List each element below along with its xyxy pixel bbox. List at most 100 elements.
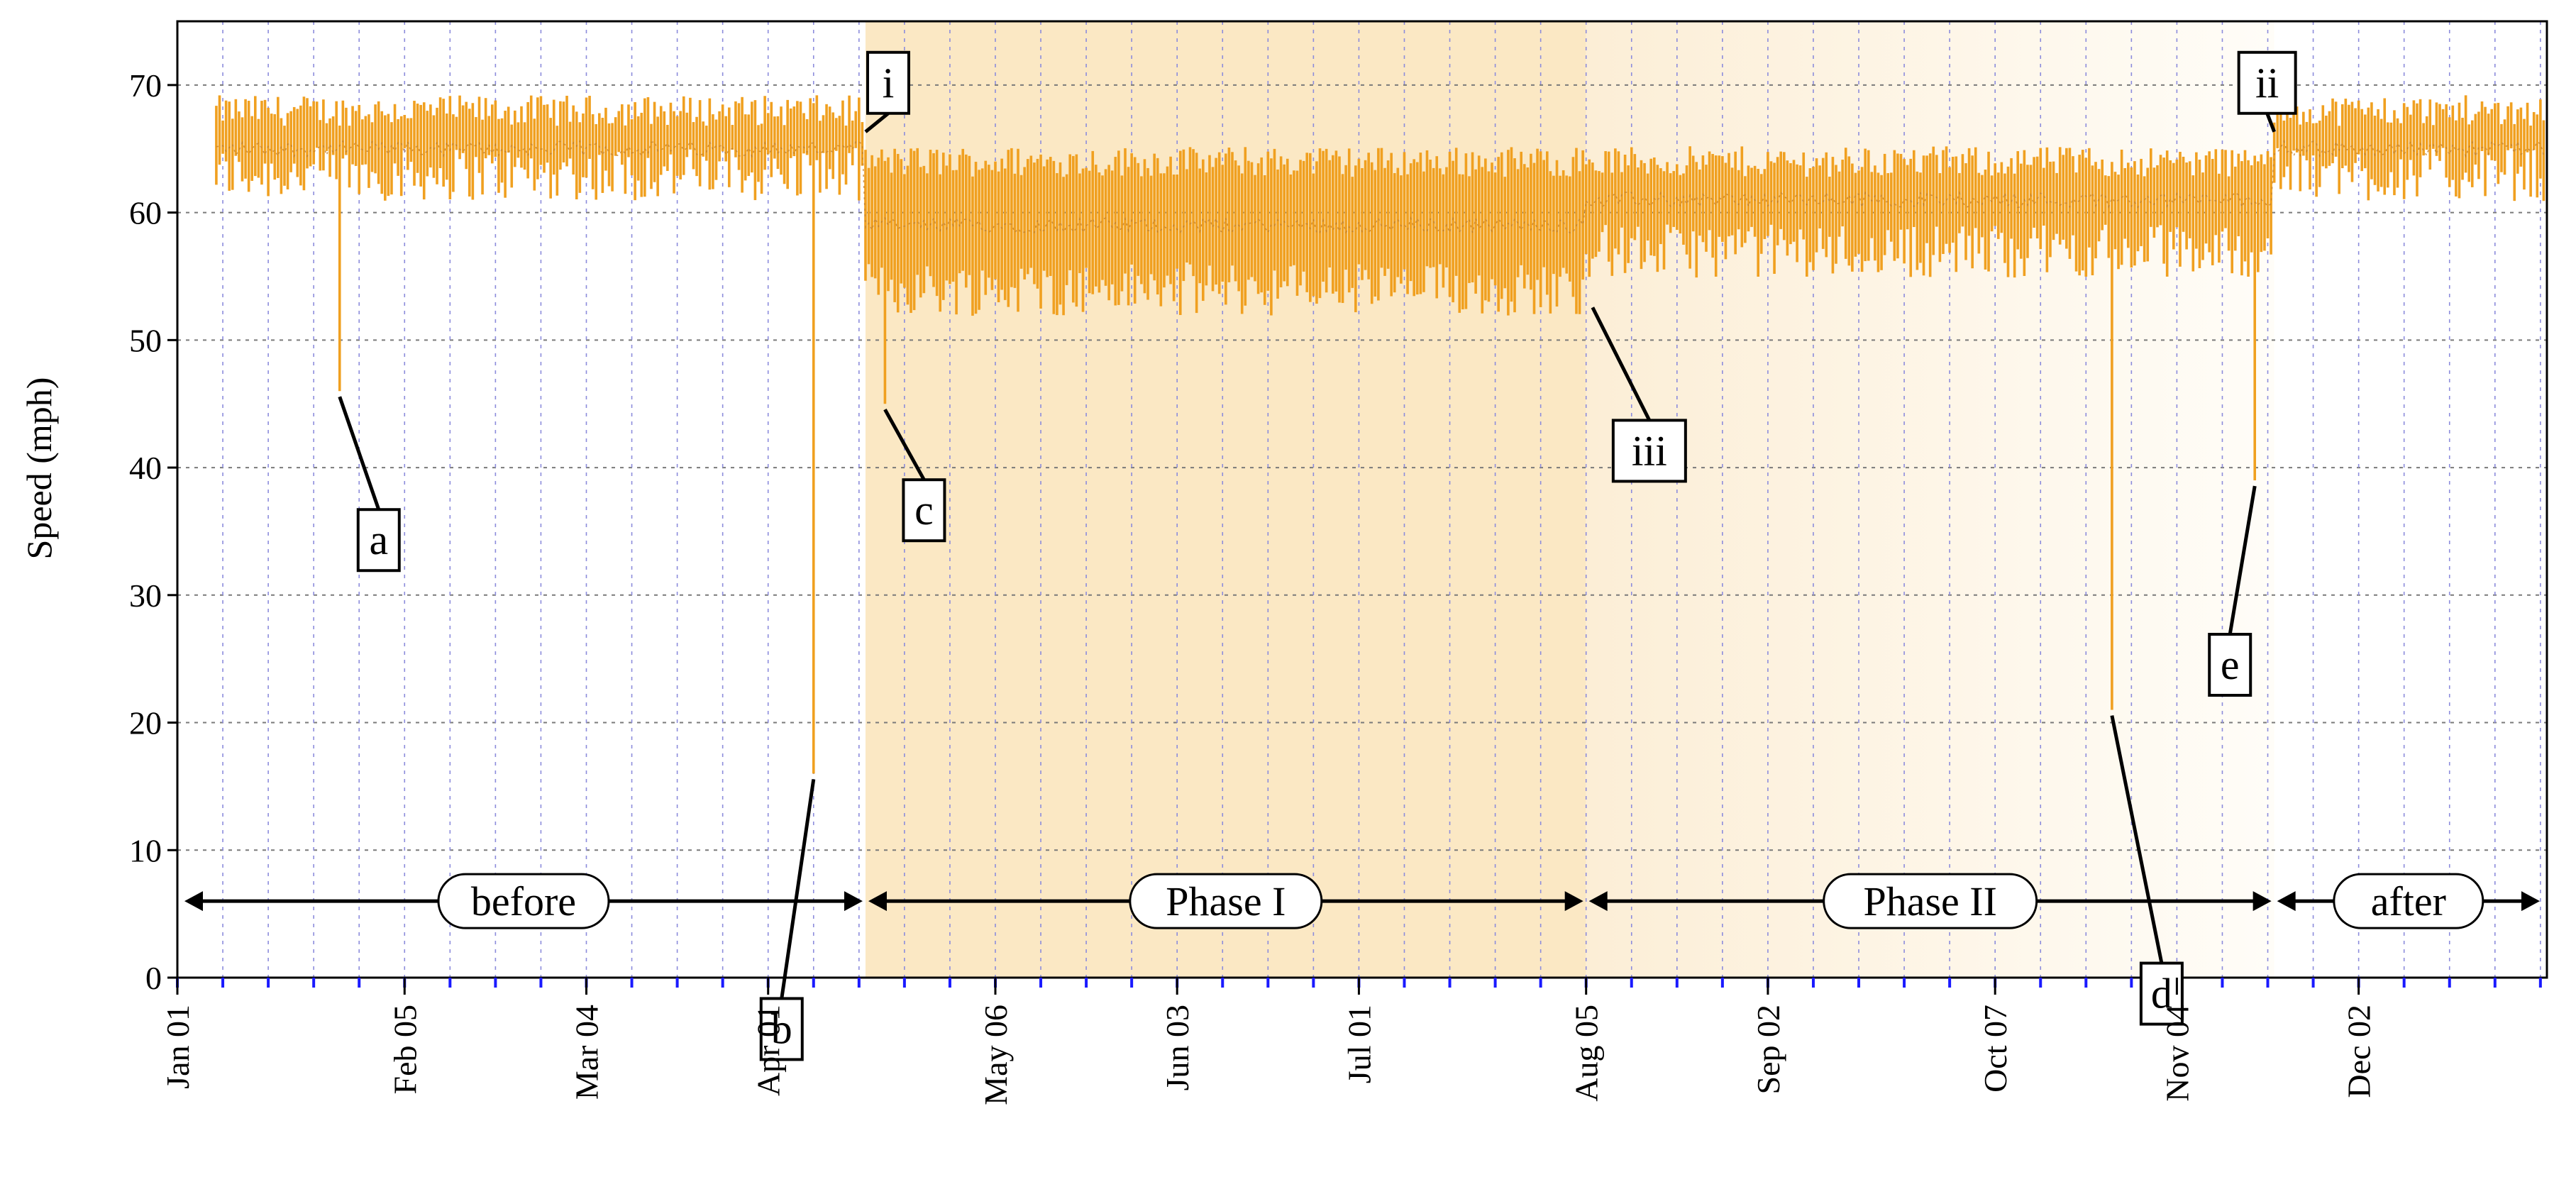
- speed-bar: [507, 106, 510, 153]
- speed-bar: [2340, 104, 2344, 169]
- speed-bar: [2493, 103, 2497, 161]
- speed-bar: [231, 118, 234, 190]
- speed-bar: [2126, 162, 2130, 248]
- speed-bar: [870, 155, 873, 277]
- speed-bar: [1942, 150, 1945, 254]
- speed-bar: [753, 100, 757, 201]
- speed-bar: [1837, 171, 1841, 237]
- speed-bar: [1815, 158, 1818, 253]
- phase-label: Phase II: [1863, 878, 1996, 924]
- speed-bar: [604, 107, 607, 171]
- y-tick-label: 50: [129, 322, 162, 358]
- speed-bar: [851, 120, 854, 165]
- speed-bar: [1023, 167, 1026, 280]
- speed-bar: [634, 101, 636, 201]
- speed-bar: [1003, 168, 1007, 300]
- speed-bar: [1361, 167, 1364, 280]
- callout-box: [2208, 633, 2252, 697]
- speed-bar: [1071, 155, 1075, 303]
- speed-bar: [360, 119, 364, 165]
- speed-bar: [1802, 152, 1806, 240]
- speed-bar: [1347, 148, 1351, 293]
- speed-bar: [393, 104, 397, 164]
- speed-bar: [1841, 160, 1844, 227]
- speed-bar: [2052, 161, 2055, 241]
- speed-bar: [1724, 162, 1728, 260]
- speed-bar: [2354, 108, 2357, 163]
- speed-bar: [1101, 175, 1104, 280]
- speed-bar: [2311, 123, 2315, 156]
- speed-bar: [1695, 162, 1698, 278]
- speed-bar: [325, 123, 328, 151]
- speed-bar: [971, 176, 974, 316]
- speed-bar: [1332, 155, 1334, 294]
- callout-leader: [2265, 112, 2277, 133]
- speed-bar: [1757, 169, 1759, 277]
- callout-leader: [2110, 715, 2164, 964]
- x-tick-label: Jul 01: [1341, 1005, 1377, 1083]
- speed-bar: [1140, 176, 1143, 284]
- speed-bar: [1935, 155, 1938, 227]
- speed-bar: [2455, 120, 2458, 197]
- speed-bar: [1591, 162, 1594, 259]
- speed-bar: [815, 95, 819, 160]
- speed-bar: [1240, 173, 1244, 314]
- speed-bar: [283, 126, 286, 186]
- speed-bar: [390, 122, 393, 195]
- speed-bar: [1844, 148, 1847, 259]
- speed-bar: [2065, 148, 2068, 249]
- speed-bar: [2074, 172, 2078, 272]
- speed-bar: [2282, 120, 2286, 177]
- speed-bar: [1166, 166, 1169, 276]
- speed-bar: [2133, 161, 2136, 266]
- speed-bar: [2104, 175, 2107, 225]
- speed-bar: [929, 150, 932, 277]
- speed-bar: [805, 118, 809, 155]
- speed-bar: [1545, 151, 1549, 295]
- speed-bar: [2344, 99, 2348, 166]
- speed-bar: [2250, 165, 2253, 253]
- speed-bar: [280, 118, 283, 194]
- speed-bar: [867, 167, 870, 265]
- speed-bar: [1883, 153, 1886, 255]
- speed-bar: [1913, 150, 1916, 227]
- speed-bar: [1088, 170, 1091, 294]
- speed-bar: [1708, 151, 1711, 231]
- speed-bar: [1078, 173, 1081, 273]
- speed-bar: [698, 100, 702, 187]
- speed-bar: [354, 111, 358, 166]
- speed-bar: [1481, 167, 1484, 314]
- speed-bar: [922, 165, 926, 294]
- speed-bar: [403, 115, 407, 149]
- speed-bar: [1847, 156, 1851, 266]
- speed-bar: [2006, 166, 2010, 277]
- speed-bar: [1575, 148, 1578, 314]
- speed-bar: [1445, 167, 1448, 267]
- speed-bar: [2519, 107, 2523, 167]
- speed-bar: [1244, 147, 1247, 306]
- speed-bar: [646, 96, 650, 158]
- speed-bar: [679, 111, 682, 179]
- speed-bar: [1130, 153, 1133, 265]
- speed-bar: [1685, 165, 1688, 255]
- speed-bar: [1344, 165, 1347, 270]
- speed-bar: [695, 116, 698, 177]
- speed-bar: [1202, 159, 1205, 302]
- speed-bar: [2123, 167, 2127, 239]
- speed-bar: [1231, 152, 1234, 266]
- speed-bar: [2497, 102, 2500, 184]
- speed-bar: [215, 106, 218, 185]
- x-axis-ticks: Jan 01 Feb 05 Mar 04 Apr 01 May 06 Jun 03 Jul …: [160, 978, 2377, 1105]
- speed-bar: [919, 167, 922, 298]
- speed-bar: [1922, 155, 1925, 276]
- speed-bar: [1439, 168, 1442, 265]
- speed-bar: [1851, 163, 1854, 272]
- speed-bar: [380, 111, 384, 194]
- speed-bar: [572, 105, 575, 175]
- speed-bar: [358, 104, 361, 194]
- speed-bar: [2325, 115, 2328, 169]
- speed-bar: [1990, 175, 1994, 232]
- speed-bar: [2256, 161, 2260, 272]
- speed-bar: [1367, 153, 1370, 280]
